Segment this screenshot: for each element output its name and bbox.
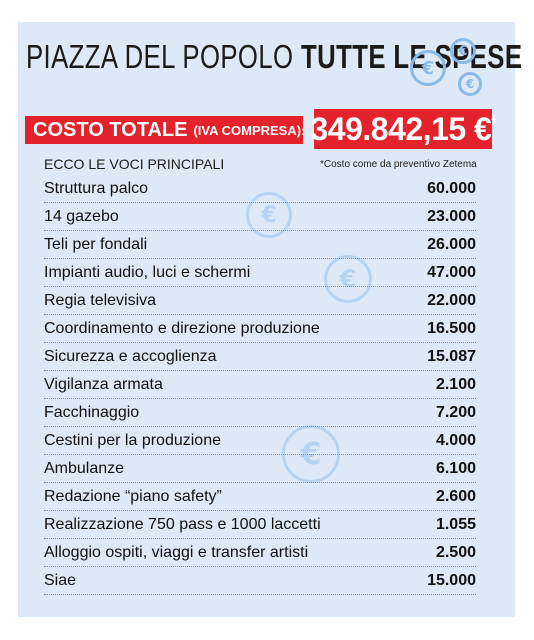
total-value: 349.842,15 € *: [310, 109, 496, 149]
cost-item-value: 1.055: [435, 515, 476, 533]
cost-item-label: Ambulanze: [44, 459, 125, 477]
cost-item-value: 47.000: [427, 263, 476, 281]
cost-item-value: 60.000: [427, 179, 476, 197]
cost-item-label: Facchinaggio: [44, 403, 140, 421]
cost-item-label: Struttura palco: [44, 179, 149, 197]
cost-row: Coordinamento e direzione produzione 16.5…: [44, 315, 476, 343]
cost-row: Vigilanza armata 2.100: [44, 371, 476, 399]
cost-row: Facchinaggio 7.200: [44, 399, 476, 427]
cost-row: Impianti audio, luci e schermi 47.000: [44, 259, 476, 287]
cost-row: 14 gazebo 23.000: [44, 203, 476, 231]
euro-coin-icon: €: [450, 38, 476, 64]
cost-item-value: 4.000: [435, 431, 476, 449]
total-label: COSTO TOTALE (IVA COMPRESA):: [25, 116, 303, 144]
total-value-text: 349.842,15 €: [310, 110, 492, 147]
cost-row: Teli per fondali 26.000: [44, 231, 476, 259]
cost-item-label: Siae: [44, 571, 77, 589]
cost-row: Ambulanze 6.100: [44, 455, 476, 483]
infographic-title: PIAZZA DEL POPOLO TUTTE LE SPESE: [26, 38, 522, 78]
euro-coin-icon: €: [458, 72, 482, 96]
cost-item-value: 16.500: [427, 319, 476, 337]
total-label-text: COSTO TOTALE: [33, 118, 188, 141]
cost-item-label: Regia televisiva: [44, 291, 157, 309]
cost-item-value: 22.000: [427, 291, 476, 309]
cost-item-label: Impianti audio, luci e schermi: [44, 263, 251, 281]
section-heading: ECCO LE VOCI PRINCIPALI: [44, 156, 225, 172]
cost-item-value: 7.200: [435, 403, 476, 421]
euro-coin-icon: €: [246, 192, 292, 238]
cost-item-value: 6.100: [435, 459, 476, 477]
cost-item-value: 26.000: [427, 235, 476, 253]
cost-row: Alloggio ospiti, viaggi e transfer artis…: [44, 539, 476, 567]
euro-coin-icon: €: [410, 50, 446, 86]
total-label-note: (IVA COMPRESA):: [193, 122, 303, 138]
cost-row: Cestini per la produzione 4.000: [44, 427, 476, 455]
cost-row: Redazione “piano safety” 2.600: [44, 483, 476, 511]
cost-item-label: Cestini per la produzione: [44, 431, 221, 449]
cost-item-value: 2.100: [435, 375, 476, 393]
cost-item-label: Teli per fondali: [44, 235, 148, 253]
cost-item-label: Sicurezza e accoglienza: [44, 347, 217, 365]
cost-item-value: 15.000: [427, 571, 476, 589]
total-value-mark: *: [491, 115, 496, 129]
cost-item-value: 2.600: [435, 487, 476, 505]
cost-footnote: *Costo come da preventivo Zetema: [320, 159, 477, 170]
cost-item-label: Coordinamento e direzione produzione: [44, 319, 320, 337]
cost-item-label: Redazione “piano safety”: [44, 487, 222, 505]
cost-item-label: Realizzazione 750 pass e 1000 laccetti: [44, 515, 321, 533]
cost-row: Siae 15.000: [44, 567, 476, 595]
title-regular: PIAZZA DEL POPOLO: [26, 38, 294, 75]
cost-row: Regia televisiva 22.000: [44, 287, 476, 315]
cost-item-value: 2.500: [435, 543, 476, 561]
cost-row: Sicurezza e accoglienza 15.087: [44, 343, 476, 371]
cost-list: Struttura palco 60.000 14 gazebo 23.000 Te…: [44, 175, 476, 595]
cost-row: Realizzazione 750 pass e 1000 laccetti 1.…: [44, 511, 476, 539]
cost-item-value: 15.087: [427, 347, 476, 365]
cost-row: Struttura palco 60.000: [44, 175, 476, 203]
cost-item-value: 23.000: [427, 207, 476, 225]
cost-item-label: Alloggio ospiti, viaggi e transfer artis…: [44, 543, 309, 561]
cost-item-label: 14 gazebo: [44, 207, 119, 225]
cost-item-label: Vigilanza armata: [44, 375, 163, 393]
